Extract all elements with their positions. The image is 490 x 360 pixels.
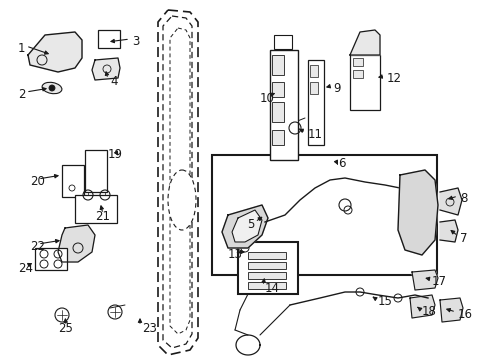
Text: 11: 11 bbox=[308, 128, 323, 141]
Text: 23: 23 bbox=[142, 322, 157, 335]
Bar bbox=[353, 58, 363, 66]
Polygon shape bbox=[58, 225, 95, 262]
Text: 10: 10 bbox=[260, 92, 275, 105]
Polygon shape bbox=[440, 298, 463, 322]
Bar bbox=[308, 60, 324, 145]
Text: 4: 4 bbox=[110, 75, 118, 88]
Bar bbox=[238, 242, 298, 294]
Text: 15: 15 bbox=[378, 295, 393, 308]
Text: 25: 25 bbox=[58, 322, 73, 335]
Bar bbox=[353, 70, 363, 78]
Bar bbox=[310, 65, 318, 77]
Bar bbox=[272, 55, 284, 75]
Polygon shape bbox=[92, 58, 120, 80]
Text: 20: 20 bbox=[30, 175, 45, 188]
Polygon shape bbox=[440, 188, 462, 215]
Bar bbox=[274, 35, 292, 49]
Bar bbox=[310, 82, 318, 94]
Text: 14: 14 bbox=[265, 282, 280, 295]
Polygon shape bbox=[410, 295, 435, 318]
Polygon shape bbox=[28, 32, 82, 72]
Text: 9: 9 bbox=[333, 82, 341, 95]
Text: 18: 18 bbox=[422, 305, 437, 318]
Polygon shape bbox=[232, 210, 262, 242]
Circle shape bbox=[49, 85, 55, 91]
Ellipse shape bbox=[168, 170, 196, 230]
Polygon shape bbox=[412, 270, 438, 290]
Text: 22: 22 bbox=[30, 240, 45, 253]
Polygon shape bbox=[222, 205, 268, 248]
Bar bbox=[75, 195, 117, 223]
Text: 17: 17 bbox=[432, 275, 447, 288]
Bar bbox=[248, 272, 286, 279]
Bar bbox=[272, 82, 284, 97]
Text: 6: 6 bbox=[338, 157, 345, 170]
Text: 13: 13 bbox=[228, 248, 243, 261]
Bar bbox=[272, 102, 284, 122]
Text: 16: 16 bbox=[458, 308, 473, 321]
Text: 24: 24 bbox=[18, 262, 33, 275]
Bar bbox=[35, 248, 67, 270]
Polygon shape bbox=[440, 220, 458, 242]
Polygon shape bbox=[350, 30, 380, 55]
Text: 2: 2 bbox=[18, 88, 25, 101]
Ellipse shape bbox=[42, 82, 62, 94]
Bar bbox=[248, 252, 286, 259]
Bar bbox=[212, 155, 437, 275]
Bar bbox=[85, 150, 107, 192]
Text: 5: 5 bbox=[247, 218, 254, 231]
Bar bbox=[270, 50, 298, 160]
Text: 7: 7 bbox=[460, 232, 467, 245]
Polygon shape bbox=[398, 170, 438, 255]
Text: 21: 21 bbox=[95, 210, 110, 223]
Text: 1: 1 bbox=[18, 42, 25, 55]
Bar bbox=[272, 130, 284, 145]
Bar bbox=[98, 30, 120, 48]
Text: 3: 3 bbox=[132, 35, 139, 48]
Bar bbox=[248, 282, 286, 289]
Text: 8: 8 bbox=[460, 192, 467, 205]
Text: 19: 19 bbox=[108, 148, 123, 161]
Bar bbox=[350, 55, 380, 110]
Text: 12: 12 bbox=[387, 72, 402, 85]
Bar bbox=[248, 262, 286, 269]
Bar bbox=[62, 165, 84, 197]
